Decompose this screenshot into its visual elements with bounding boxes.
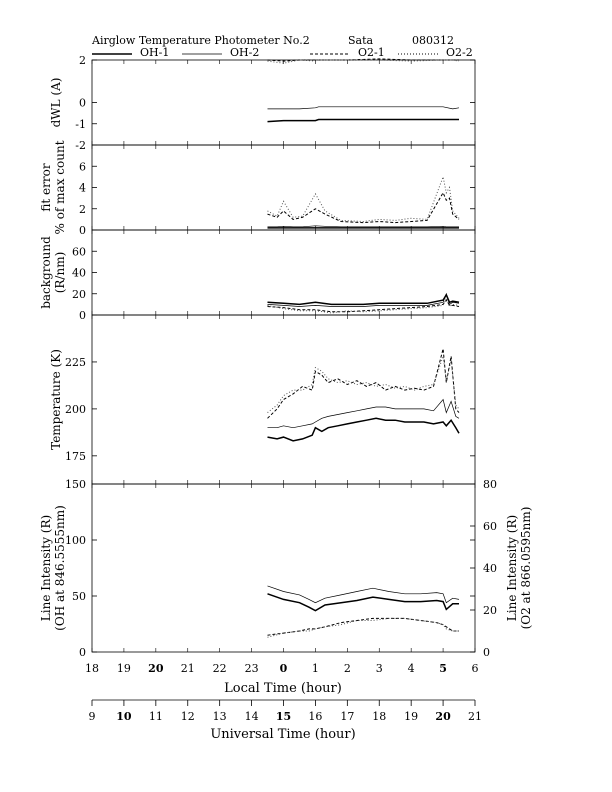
y-tick-label: 50: [72, 590, 86, 603]
ut-tick-label: 14: [245, 710, 259, 723]
legend-label-oh-2: OH-2: [230, 46, 259, 59]
lt-tick-label: 4: [408, 662, 415, 675]
y-tick-label: -2: [75, 139, 86, 152]
panel-frame: [91, 314, 476, 485]
series-line-oh-2: [267, 106, 460, 110]
y-axis-label-2: (R/nm): [53, 252, 67, 294]
y2-tick-label: 20: [483, 604, 497, 617]
panel-frame: [91, 144, 476, 231]
lt-tick-label: 2: [344, 662, 351, 675]
y2-axis-label: Line Intensity (R): [505, 515, 519, 621]
y-tick-label: 2: [79, 54, 86, 67]
ut-tick-label: 15: [276, 710, 291, 723]
series-line-oh-2: [267, 292, 460, 307]
lt-tick-label: 20: [148, 662, 164, 675]
lt-tick-label: 0: [280, 662, 288, 675]
series-line-oh-1: [267, 293, 460, 306]
series-line-oh-2: [267, 398, 460, 429]
panel-frame: [91, 59, 476, 146]
lt-tick-label: 22: [213, 662, 227, 675]
ut-tick-label: 9: [89, 710, 96, 723]
series-line-oh-2: [267, 585, 460, 604]
y-axis-label: fit error: [39, 163, 53, 211]
y-axis-label: dWL (A): [49, 78, 63, 128]
panel-3: 60 40 20 0 background (R/nm): [39, 229, 476, 322]
series-line-oh-2: [267, 225, 459, 228]
y-axis-label: Line Intensity (R): [39, 515, 53, 621]
ut-tick-label: 18: [372, 710, 386, 723]
y-tick-label: 4: [79, 182, 86, 195]
lt-axis-label: Local Time (hour): [224, 681, 342, 696]
y-tick-label: 20: [72, 288, 86, 301]
series-line-oh-1: [267, 593, 459, 612]
ut-tick-label: 21: [468, 710, 482, 723]
ut-tick-label: 12: [181, 710, 195, 723]
y-tick-label: 60: [72, 245, 86, 258]
station-label: Sata: [348, 34, 374, 47]
y2-tick-label: 60: [483, 520, 497, 533]
y-tick-label: -1: [75, 118, 86, 131]
lt-tick-label: 23: [245, 662, 259, 675]
y2-tick-label: 40: [483, 562, 497, 575]
y-tick-label: 0: [79, 646, 86, 659]
series-line-o2-2: [267, 356, 460, 413]
ut-tick-label: 20: [435, 710, 451, 723]
date-label: 080312: [412, 34, 454, 47]
series-line-o2-2: [267, 617, 459, 638]
y-axis-label-2: % of max count: [53, 140, 67, 234]
y-tick-label: 225: [65, 356, 86, 369]
panel-1: 2 0 -1 -2 dWL (A): [49, 54, 476, 152]
panel-frame: [91, 483, 476, 653]
panel-2: 6 4 2 0 fit error% of max count: [39, 140, 476, 237]
y-tick-label: 100: [65, 534, 86, 547]
series-line-o2-2: [267, 59, 460, 64]
lt-tick-label: 5: [439, 662, 447, 675]
y-tick-label: 6: [79, 160, 86, 173]
y-tick-label: 0: [79, 97, 86, 110]
y-tick-label: 2: [79, 203, 86, 216]
legend-label-oh-1: OH-1: [140, 46, 169, 59]
legend-label-o2-2: O2-2: [446, 46, 473, 59]
y-tick-label: 40: [72, 267, 86, 280]
series-line-oh-1: [267, 417, 460, 442]
lt-tick-label: 1: [312, 662, 319, 675]
ut-tick-label: 16: [308, 710, 322, 723]
series-line-o2-1: [267, 348, 460, 419]
lt-tick-label: 21: [181, 662, 195, 675]
lt-tick-label: 19: [117, 662, 131, 675]
lt-tick-label: 6: [472, 662, 479, 675]
lt-tick-label: 18: [85, 662, 99, 675]
ut-tick-label: 10: [116, 710, 132, 723]
ut-tick-label: 19: [404, 710, 418, 723]
y-axis-label-2: (OH at 846.5555nm): [53, 505, 67, 631]
y-axis-label: background: [39, 236, 53, 309]
y-tick-label: 150: [65, 478, 86, 491]
chart-title: Airglow Temperature Photometer No.2: [91, 34, 310, 47]
ut-tick-label: 17: [340, 710, 354, 723]
y2-tick-label: 0: [483, 646, 490, 659]
ut-tick-label: 11: [149, 710, 163, 723]
series-line-o2-2: [267, 175, 460, 223]
y-tick-label: 175: [65, 450, 86, 463]
lt-tick-label: 3: [376, 662, 383, 675]
series-line-oh-1: [267, 118, 459, 123]
series-line-o2-2: [267, 296, 460, 314]
y2-tick-label: 80: [483, 478, 497, 491]
y2-axis-label-2: (O2 at 866.0595nm): [519, 507, 533, 630]
series-line-o2-1: [267, 299, 460, 313]
panel-frame: [91, 229, 476, 316]
series-line-o2-1: [267, 617, 459, 636]
y-axis-label: Temperature (K): [49, 349, 63, 450]
ut-tick-label: 13: [213, 710, 227, 723]
legend-label-o2-1: O2-1: [358, 46, 385, 59]
ut-axis-label: Universal Time (hour): [210, 727, 355, 742]
y-tick-label: 200: [65, 403, 86, 416]
y-tick-label: 0: [79, 309, 86, 322]
series-line-o2-1: [267, 191, 460, 224]
y-tick-label: 0: [79, 224, 86, 237]
